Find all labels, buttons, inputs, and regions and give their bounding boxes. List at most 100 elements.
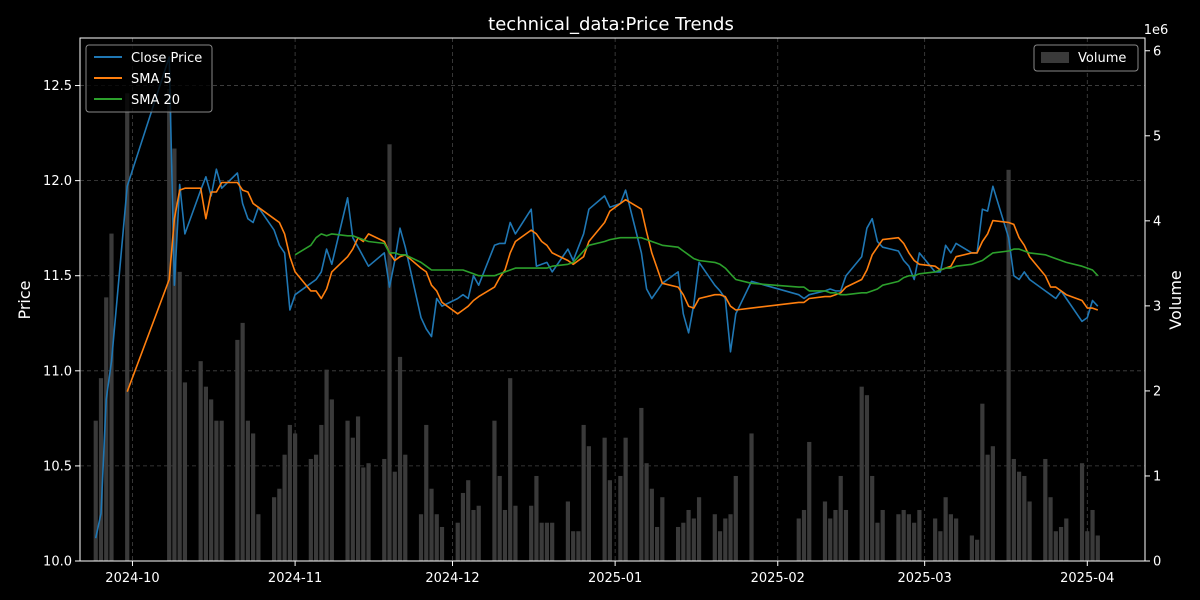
volume-bar [219,420,224,561]
volume-bar [843,509,849,561]
volume-bar [251,433,256,561]
volume-bar [990,446,995,561]
y-tick-label: 12.5 [43,79,72,94]
volume-bar [214,420,219,561]
volume-bar [418,514,424,561]
volume-bar [607,480,612,561]
volume-bar [1058,526,1064,561]
y-tick-label: 12.0 [43,174,72,189]
volume-bar [681,522,686,561]
volume-bar [455,522,460,561]
volume-bar [245,420,250,561]
volume-bar [172,148,177,561]
volume-bar [723,518,728,561]
volume-bar [476,505,481,561]
volume-bar [938,531,943,561]
volume-bar [392,471,397,561]
volume-bar [712,514,717,561]
legend-volume-swatch [1041,52,1069,63]
volume-bar [502,509,508,561]
volume-bar [1006,169,1011,562]
volume-bar [272,497,277,561]
volume-bar [282,454,287,561]
volume-bar [167,89,172,562]
volume-bar [1016,471,1022,561]
volume-bar [859,386,864,561]
x-tick-label: 2025-02 [751,571,805,586]
volume-bar [355,416,361,561]
volume-bar [539,522,544,561]
legend-close-label: Close Price [131,51,202,66]
series-lines [94,56,1099,539]
x-tick-label: 2025-04 [1060,571,1114,586]
volume-bar [586,446,591,561]
volume-bar [801,509,807,561]
volume-bar [649,488,654,561]
volume-bar [691,518,696,561]
y-axis-left: 10.0 10.5 11.0 11.5 12.0 12.5 [43,79,80,570]
volume-bar [182,382,188,561]
volume-bar [424,424,429,561]
volume-bar [345,420,350,561]
volume-bar [943,497,948,561]
volume-bar [623,437,628,561]
volume-bar [807,441,812,561]
volume-bar [733,475,738,561]
volume-bar [948,514,953,561]
y-tick-label: 11.0 [43,364,72,379]
volume-bar [917,509,922,561]
volume-bar [313,454,319,561]
volume-bar [439,526,445,561]
volume-bar [287,424,292,561]
volume-bar [644,463,649,561]
volume-bar [198,361,203,561]
x-axis: 2024-10 2024-11 2024-12 2025-01 2025-02 2025-… [105,561,1114,586]
volume-bar [203,386,209,561]
volume-bar [544,522,550,561]
volume-bar [870,475,875,561]
volume-bar [822,501,828,561]
volume-bar [796,518,801,561]
volume-bar [240,322,245,561]
volume-bar [98,378,104,561]
volume-bar [1090,509,1095,561]
volume-bar [235,339,240,561]
volume-bar [513,505,518,561]
volume-bar [308,458,313,561]
volume-bar [838,475,843,561]
volume-bar [429,488,434,561]
y2-tick-label: 5 [1153,129,1161,144]
y2-tick-label: 6 [1153,44,1161,59]
y-axis-label: Price [15,280,34,319]
volume-bar [933,518,938,561]
volume-bar [387,144,392,561]
chart-title: technical_data:Price Trends [488,14,734,35]
volume-bar [277,488,282,561]
volume-bar [985,454,990,561]
volume-bar [1027,501,1032,561]
volume-bar [833,509,838,561]
y2-tick-label: 1 [1153,469,1161,484]
y-axis-right: 0 1 2 3 4 5 6 [1145,44,1161,570]
volume-bar [581,424,586,561]
volume-bar [1011,458,1016,561]
legend-right-box [1033,44,1139,72]
volume-bar [571,531,576,561]
volume-bar [497,475,502,561]
volume-bar [534,475,539,561]
volume-bar [256,514,261,561]
volume-bar [1079,463,1085,561]
y2-tick-label: 4 [1153,214,1161,229]
volume-bar [324,369,329,561]
volume-bar [508,378,513,561]
volume-bar [728,514,733,561]
volume-bar [980,403,985,561]
volume-bar [434,514,439,561]
volume-bar [397,356,403,561]
sma-5-line [126,181,1099,392]
volume-bar [1053,531,1058,561]
volume-bar [954,518,959,561]
y2-tick-label: 0 [1153,555,1161,570]
sma-20-line [294,233,1099,296]
plot-frame [79,37,1146,562]
